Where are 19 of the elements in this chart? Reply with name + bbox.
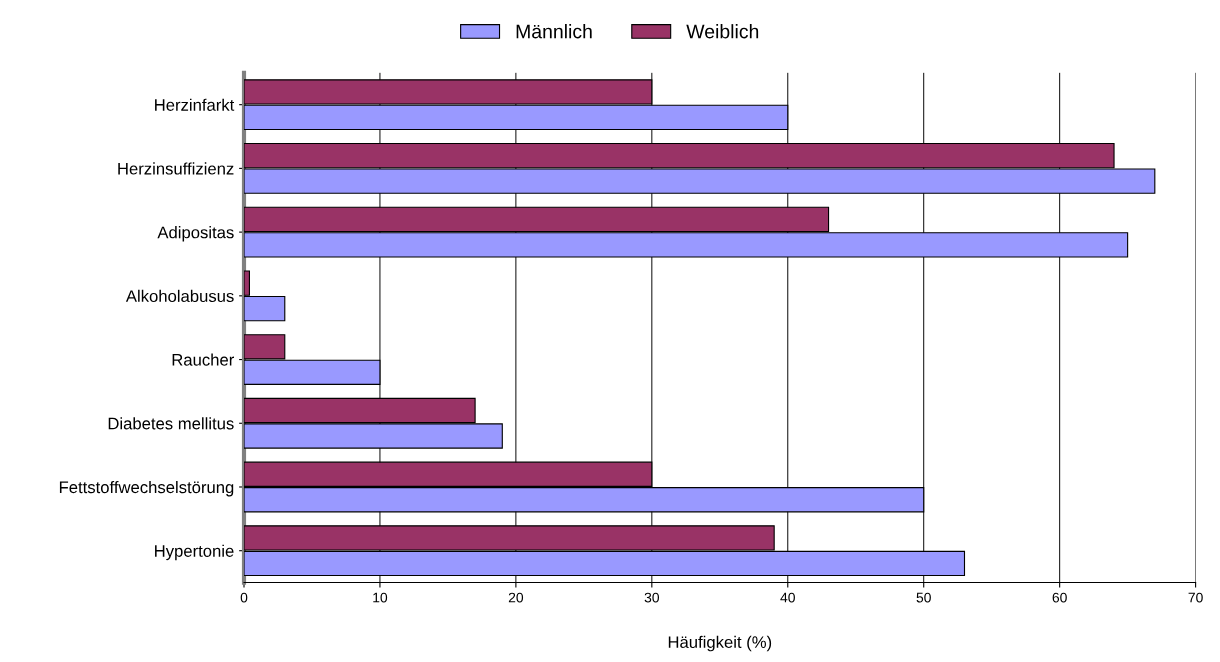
x-tick-label: 30 <box>644 592 660 603</box>
legend-label: Männlich <box>516 24 592 39</box>
y-tick-label: Diabetes mellitus <box>108 417 234 430</box>
y-tick-label: Adipositas <box>157 226 234 242</box>
x-tick-label: 50 <box>916 592 931 603</box>
y-tick-label: Fettstoffwechselstörung <box>59 480 234 497</box>
y-tick-label: Herzinsuffizienz <box>118 162 234 175</box>
y-tick-label: Alkoholabusus <box>125 289 234 303</box>
x-tick-label: 10 <box>373 592 388 603</box>
y-tick-label: Hypertonie <box>155 544 234 561</box>
x-tick-label: 70 <box>1188 592 1203 603</box>
x-tick-label: 60 <box>1052 592 1067 603</box>
legend-label: Weiblich <box>686 24 759 39</box>
x-tick-label: 20 <box>508 592 524 603</box>
x-axis-title: Häufigkeit (%) <box>668 635 772 652</box>
x-tick-label: 40 <box>780 592 795 603</box>
y-tick-label: Herzinfarkt <box>155 98 235 111</box>
x-tick-label: 0 <box>240 592 248 603</box>
y-tick-label: Raucher <box>172 353 235 366</box>
